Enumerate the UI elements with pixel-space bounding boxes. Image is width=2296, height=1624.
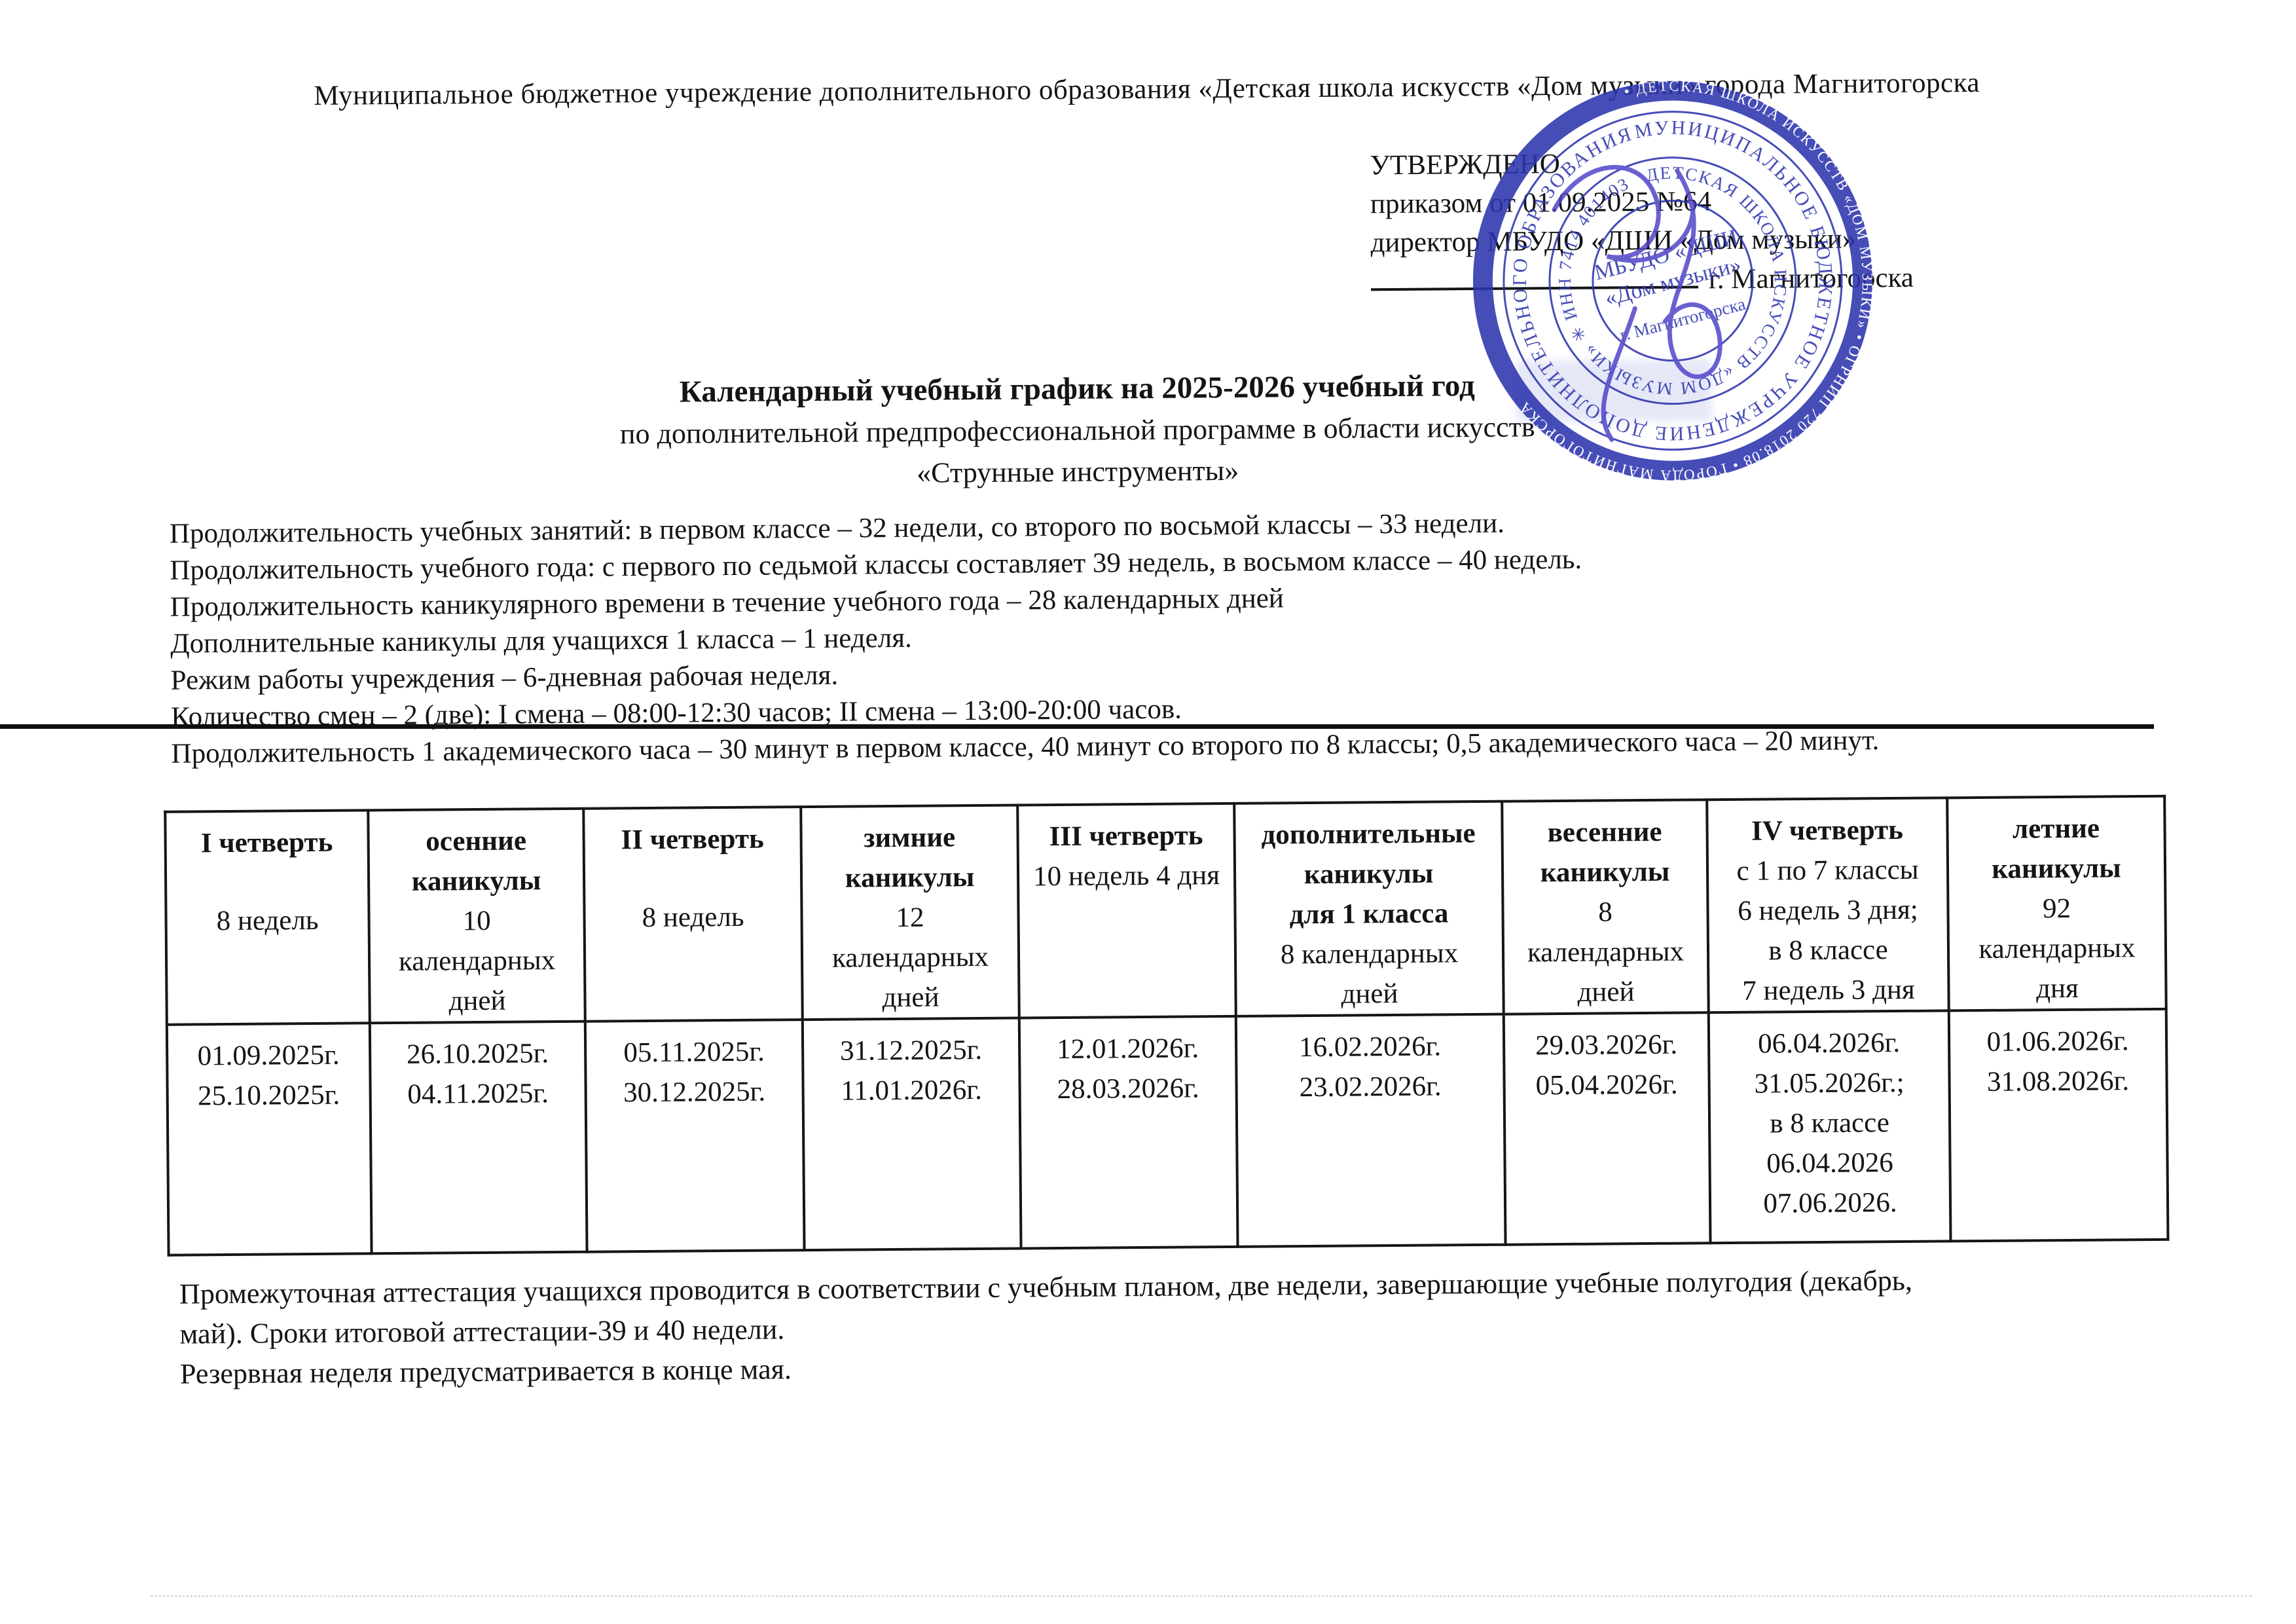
official-round-stamp: • ДЕТСКАЯ ШКОЛА ИСКУССТВ «ДОМ МУЗЫКИ» • … [1444, 33, 1920, 523]
header-quarter-2: II четверть 8 недель [583, 807, 803, 1022]
dates-quarter-1: 01.09.2025г. 25.10.2025г. [166, 1023, 372, 1255]
header-autumn-holidays: осенние каникулы 10 календарных дней [368, 808, 585, 1024]
scan-artifact-dots [151, 1595, 2252, 1597]
dates-quarter-2: 05.11.2025г. 30.12.2025г. [585, 1020, 805, 1252]
dates-summer-holidays: 01.06.2026г. 31.08.2026г. [1948, 1008, 2168, 1242]
header-extra-holidays-grade1: дополнительные каникулы для 1 класса 8 к… [1234, 801, 1504, 1016]
header-sub: 8 недель [642, 901, 744, 934]
header-sub: 92 календарных дня [1978, 893, 2136, 1005]
stamp-band-inner-edge [1503, 111, 1843, 451]
stamp-svg: • ДЕТСКАЯ ШКОЛА ИСКУССТВ «ДОМ МУЗЫКИ» • … [1444, 33, 1920, 523]
header-quarter-4: IV четверть с 1 по 7 классы 6 недель 3 д… [1707, 798, 1949, 1013]
scan-artifact-line [0, 724, 2154, 729]
header-sub: с 1 по 7 классы 6 недель 3 дня; в 8 клас… [1736, 854, 1919, 1006]
header-summer-holidays: летние каникулы 92 календарных дня [1947, 796, 2166, 1011]
note-interim-attestation: Промежуточная аттестация учащихся провод… [179, 1264, 1913, 1350]
dates-quarter-4: 06.04.2026г. 31.05.2026г.; в 8 классе 06… [1708, 1010, 1951, 1244]
header-spring-holidays: весенние каникулы 8 календарных дней [1502, 800, 1709, 1014]
header-title: I четверть [200, 826, 333, 859]
header-title: зимние каникулы [845, 822, 975, 894]
header-title: III четверть [1049, 820, 1203, 853]
header-sub: 8 недель [216, 904, 319, 937]
header-winter-holidays: зимние каникулы 12 календарных дней [801, 805, 1019, 1020]
header-title: IV четверть [1751, 814, 1904, 847]
footer-notes: Промежуточная аттестация учащихся провод… [179, 1258, 2223, 1393]
header-title: II четверть [621, 823, 764, 856]
stamp-outer-band [1472, 81, 1872, 481]
header-sub: 10 недель 4 дня [1032, 860, 1220, 893]
dates-autumn-holidays: 26.10.2025г. 04.11.2025г. [369, 1021, 587, 1254]
header-title: осенние каникулы [411, 825, 541, 897]
stamp-inner-circle [1592, 200, 1754, 362]
table-dates-row: 01.09.2025г. 25.10.2025г. 26.10.2025г. 0… [166, 1008, 2168, 1255]
header-title: весенние каникулы [1540, 816, 1670, 889]
dates-quarter-3: 12.01.2026г. 28.03.2026г. [1019, 1016, 1238, 1249]
dates-winter-holidays: 31.12.2025г. 11.01.2026г. [802, 1018, 1021, 1251]
header-sub: 8 календарных дней [1280, 938, 1459, 1010]
table-header-row: I четверть 8 недель осенние каникулы 10 … [165, 796, 2166, 1025]
dates-spring-holidays: 29.03.2026г. 05.04.2026г. [1503, 1012, 1711, 1245]
stamp-middle-circle [1548, 157, 1797, 405]
header-quarter-1: I четверть 8 недель [165, 810, 370, 1025]
header-title: летние каникулы [1992, 813, 2121, 885]
header-sub: 10 календарных дней [398, 905, 556, 1017]
dates-extra-holidays-grade1: 16.02.2026г. 23.02.2026г. [1235, 1014, 1506, 1247]
header-quarter-3: III четверть 10 недель 4 дня [1017, 803, 1236, 1018]
paragraph-list: Продолжительность учебных занятий: в пер… [170, 500, 2267, 773]
handwritten-signature [1552, 164, 1722, 442]
schedule-table: I четверть 8 недель осенние каникулы 10 … [164, 795, 2169, 1257]
header-sub: 8 календарных дней [1527, 896, 1685, 1008]
header-sub: 12 календарных дней [831, 902, 989, 1014]
header-title: дополнительные каникулы для 1 класса [1261, 818, 1476, 931]
